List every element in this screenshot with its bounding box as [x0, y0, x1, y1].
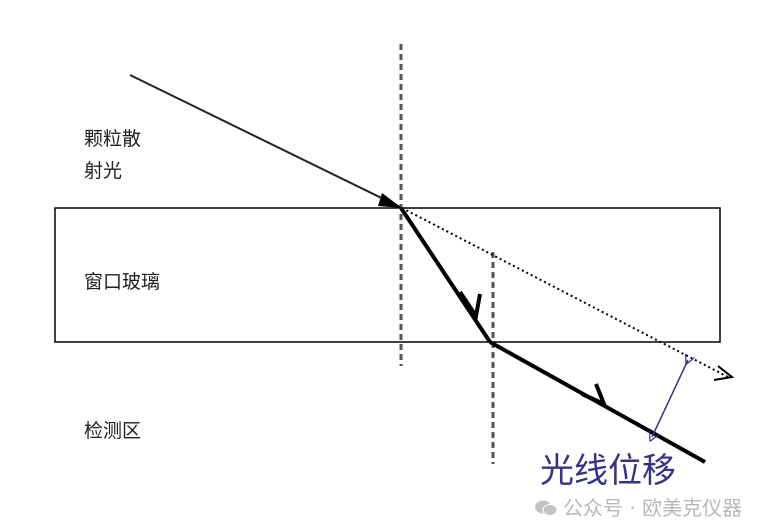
watermark-text: 公众号 · 欧美克仪器 — [563, 496, 743, 520]
watermark: 公众号 · 欧美克仪器 — [535, 498, 742, 518]
label-light-shift: 光线位移 — [540, 451, 676, 491]
shift-arrow — [652, 360, 688, 437]
glass-arrow-icon — [458, 290, 482, 322]
label-scattered-light-2: 射光 — [84, 160, 123, 182]
unrefracted-ray — [401, 207, 729, 378]
detection-arrow-icon — [581, 383, 608, 408]
label-detection-zone: 检测区 — [84, 420, 142, 442]
unrefracted-arrow-icon — [713, 365, 735, 381]
wechat-icon — [535, 500, 557, 516]
window-glass-rect — [54, 207, 721, 343]
incident-ray — [129, 74, 401, 208]
label-window-glass: 窗口玻璃 — [84, 271, 161, 293]
incident-arrow-icon — [378, 193, 402, 208]
refracted-ray-glass — [399, 206, 492, 344]
label-scattered-light-1: 颗粒散 — [84, 128, 142, 150]
